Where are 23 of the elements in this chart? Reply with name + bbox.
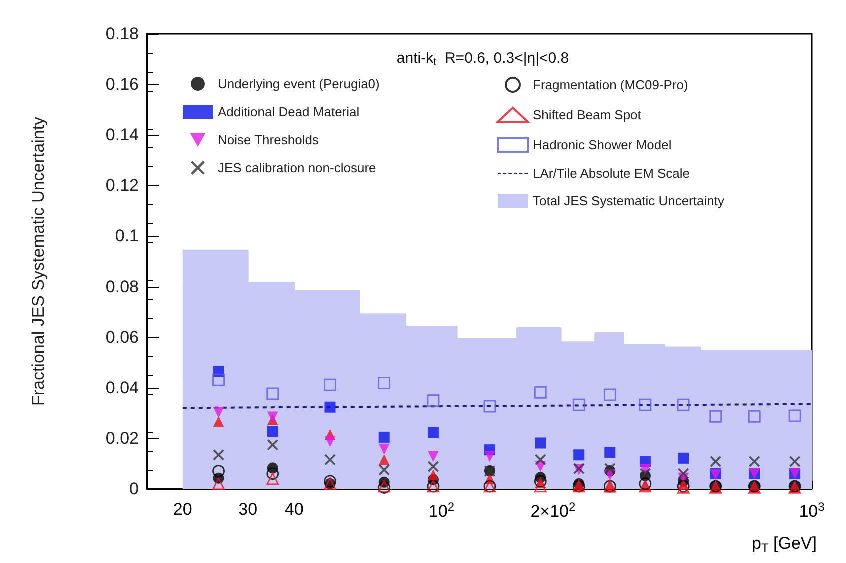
y-tick-label: 0.08 <box>106 277 139 296</box>
x-tick-label: 40 <box>284 500 304 519</box>
legend-label: LAr/Tile Absolute EM Scale <box>533 166 690 181</box>
y-tick-label: 0.02 <box>106 428 139 448</box>
legend-label: Fragmentation (MC09-Pro) <box>533 78 688 92</box>
legend-label: Shifted Beam Spot <box>533 108 642 122</box>
y-axis-title: Fractional JES Systematic Uncertainty <box>29 116 48 406</box>
y-tick-label: 0.1 <box>115 226 139 246</box>
y-tick-label: 0 <box>130 480 139 498</box>
y-tick-label: 0.12 <box>106 176 139 196</box>
legend-label: Underlying event (Perugia0) <box>218 76 380 92</box>
x-tick-label: 20 <box>173 500 192 519</box>
legend-label: Noise Thresholds <box>218 132 320 148</box>
legend-label: Total JES Systematic Uncertainty <box>533 194 725 208</box>
legend-label: Hadronic Shower Model <box>533 138 672 152</box>
y-tick-label: 0.06 <box>106 328 139 347</box>
y-tick-label: 0.18 <box>106 24 139 44</box>
y-tick-label: 0.14 <box>106 126 139 145</box>
x-tick-label: 30 <box>238 500 258 519</box>
y-tick-label: 0.04 <box>106 378 139 398</box>
legend-label: JES calibration non-closure <box>218 160 376 176</box>
legend-label: Additional Dead Material <box>218 104 360 120</box>
y-tick-label: 0.16 <box>106 75 139 94</box>
